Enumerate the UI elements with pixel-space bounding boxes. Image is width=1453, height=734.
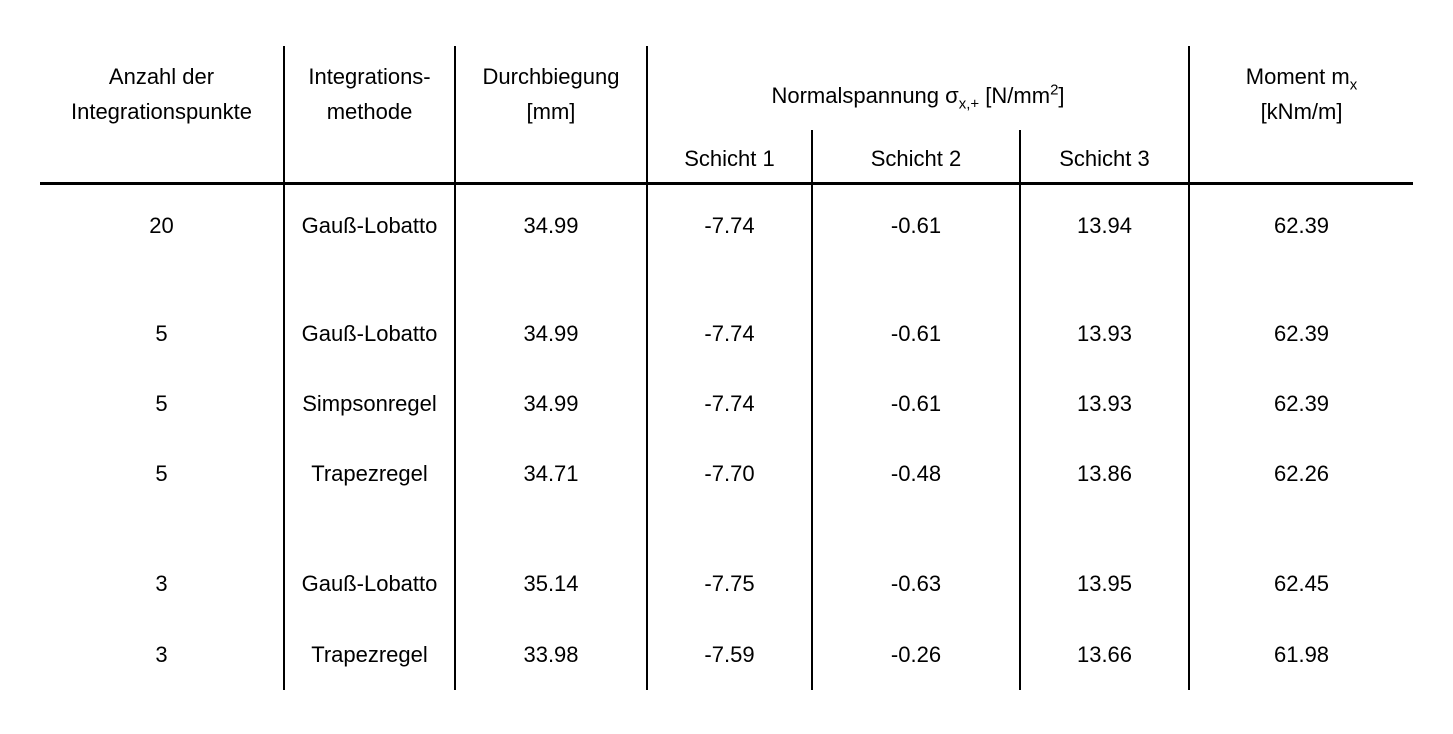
cell-points: 3: [155, 571, 168, 596]
table-row: 3 Trapezregel 33.98 -7.59 -0.26 13.66 61…: [40, 619, 1414, 690]
cell-method: Trapezregel: [283, 439, 455, 509]
header-deflection-line2: [mm]: [526, 99, 576, 124]
spacer-row: [40, 509, 1414, 549]
header-deflection-line1: Durchbiegung: [482, 64, 620, 89]
cell-schicht1: -7.74: [646, 183, 812, 267]
cell-method: Simpsonregel: [283, 369, 455, 439]
cell-moment: 62.45: [1188, 549, 1414, 619]
cell-points: 5: [155, 461, 168, 486]
cell-points: 5: [155, 391, 168, 416]
cell-schicht1: -7.70: [646, 439, 812, 509]
results-table: Anzahl der Integrationspunkte Integratio…: [40, 46, 1414, 690]
cell-moment: 62.39: [1188, 299, 1414, 369]
cell-deflection: 34.99: [454, 299, 647, 369]
table-row: 20 Gauß-Lobatto 34.99 -7.74 -0.61 13.94 …: [40, 183, 1414, 267]
cell-deflection: 34.71: [454, 439, 647, 509]
cell-points: 5: [155, 321, 168, 346]
header-schicht-3: Schicht 3: [1018, 130, 1190, 185]
cell-points: 3: [155, 641, 168, 667]
header-integration-points-line1: Anzahl der: [108, 64, 215, 89]
cell-method: Gauß-Lobatto: [283, 549, 455, 619]
header-schicht-1: Schicht 1: [646, 130, 812, 185]
cell-schicht1: -7.74: [646, 369, 812, 439]
header-moment-text: Moment m: [1245, 64, 1350, 89]
cell-schicht3: 13.86: [1018, 439, 1190, 509]
header-moment-line1: Moment mx: [1191, 59, 1413, 94]
cell-deflection: 34.99: [454, 369, 647, 439]
header-integration-method-line1: Integrations-: [308, 64, 431, 89]
cell-schicht2: -0.26: [811, 619, 1020, 690]
sigma-subscript: x,+: [958, 95, 980, 113]
spacer-row: [40, 267, 1414, 299]
cell-schicht3: 13.66: [1018, 619, 1190, 690]
cell-schicht1: -7.74: [646, 299, 812, 369]
cell-moment: 62.39: [1188, 369, 1414, 439]
cell-schicht3: 13.94: [1018, 183, 1190, 267]
header-integration-points-line2: Integrationspunkte: [70, 99, 253, 124]
table-header-row-1: Anzahl der Integrationspunkte Integratio…: [40, 46, 1414, 185]
cell-moment: 61.98: [1188, 619, 1414, 690]
cell-deflection: 34.99: [454, 183, 647, 267]
table-row: 5 Simpsonregel 34.99 -7.74 -0.61 13.93 6…: [40, 369, 1414, 439]
header-normal-stress-text: Normalspannung σ: [771, 83, 959, 108]
table-row: 3 Gauß-Lobatto 35.14 -7.75 -0.63 13.95 6…: [40, 549, 1414, 619]
cell-method: Gauß-Lobatto: [283, 183, 455, 267]
cell-schicht2: -0.61: [811, 299, 1020, 369]
header-integration-points: Anzahl der Integrationspunkte: [40, 46, 284, 185]
cell-schicht2: -0.63: [811, 549, 1020, 619]
header-deflection: Durchbiegung [mm]: [454, 46, 647, 185]
unit-superscript: 2: [1050, 81, 1059, 99]
header-normal-stress: Normalspannung σx,+ [N/mm2]: [645, 46, 1190, 130]
cell-schicht3: 13.93: [1018, 299, 1190, 369]
header-integration-method: Integrations- methode: [283, 46, 455, 185]
table-row: 5 Trapezregel 34.71 -7.70 -0.48 13.86 62…: [40, 439, 1414, 509]
cell-schicht2: -0.48: [811, 439, 1020, 509]
cell-schicht3: 13.95: [1018, 549, 1190, 619]
cell-deflection: 35.14: [454, 549, 647, 619]
cell-moment: 62.26: [1188, 439, 1414, 509]
table-header-row-2: Schicht 1 Schicht 2 Schicht 3: [40, 130, 1413, 185]
cell-method: Trapezregel: [283, 619, 455, 690]
cell-deflection: 33.98: [454, 619, 647, 690]
cell-method: Gauß-Lobatto: [283, 299, 455, 369]
cell-schicht2: -0.61: [811, 183, 1020, 267]
table-row: 5 Gauß-Lobatto 34.99 -7.74 -0.61 13.93 6…: [40, 299, 1414, 369]
header-normal-stress-unit-close: ]: [1058, 83, 1065, 108]
moment-subscript: x: [1349, 76, 1358, 94]
cell-points: 20: [149, 212, 174, 238]
header-schicht-2: Schicht 2: [811, 130, 1020, 185]
cell-schicht1: -7.59: [646, 619, 812, 690]
header-normal-stress-unit: [N/mm: [979, 83, 1051, 108]
header-moment-line2: [kNm/m]: [1260, 99, 1343, 124]
cell-moment: 62.39: [1188, 183, 1414, 267]
cell-schicht2: -0.61: [811, 369, 1020, 439]
cell-schicht1: -7.75: [646, 549, 812, 619]
cell-schicht3: 13.93: [1018, 369, 1190, 439]
header-integration-method-line2: methode: [326, 99, 413, 124]
header-moment: Moment mx [kNm/m]: [1188, 46, 1414, 185]
